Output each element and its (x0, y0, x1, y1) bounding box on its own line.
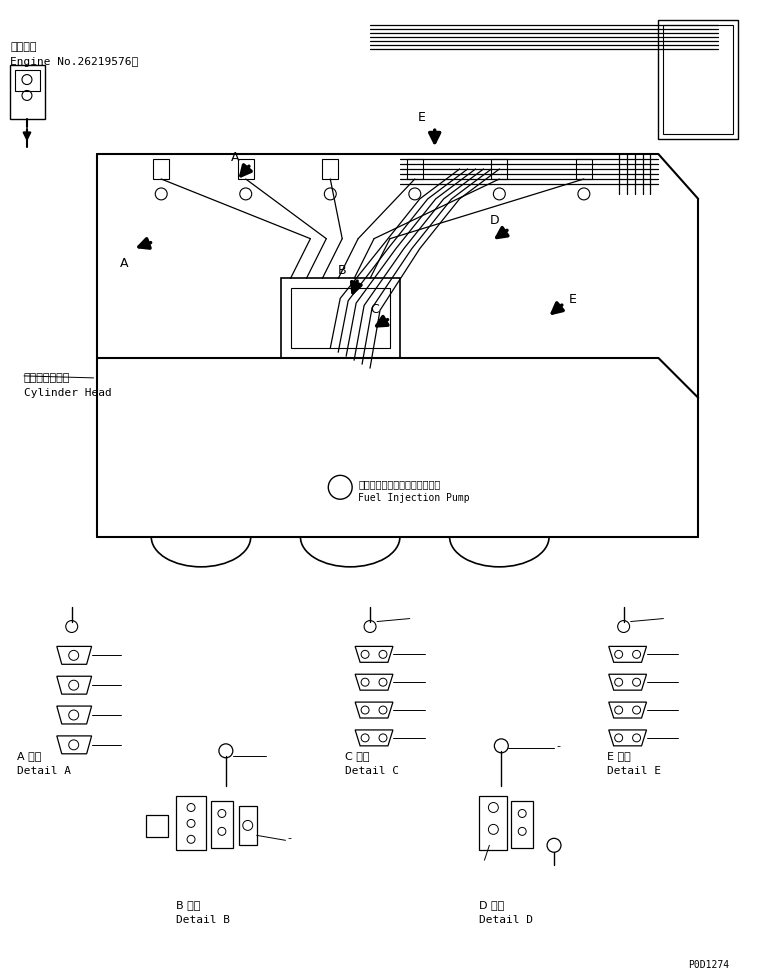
Text: C: C (370, 303, 379, 317)
Text: 適用号機: 適用号機 (10, 42, 37, 51)
Text: Fuel Injection Pump: Fuel Injection Pump (358, 493, 470, 503)
Bar (239, 806, 256, 846)
Text: Detail A: Detail A (17, 766, 71, 776)
Text: フェルインジェクションポンプ: フェルインジェクションポンプ (358, 480, 441, 489)
Bar (291, 288, 390, 348)
Bar (658, 19, 738, 139)
Bar (281, 279, 400, 358)
Bar (211, 800, 233, 849)
Text: E: E (569, 293, 577, 307)
Bar (479, 795, 508, 851)
Text: Detail E: Detail E (607, 766, 661, 776)
Bar (323, 159, 338, 179)
Text: A: A (231, 151, 239, 164)
Text: E: E (418, 112, 425, 124)
Text: Detail C: Detail C (345, 766, 400, 776)
Text: -: - (556, 741, 560, 751)
Text: A 詳細: A 詳細 (17, 751, 41, 761)
Bar (664, 25, 733, 134)
Text: B: B (338, 263, 347, 277)
Text: D: D (489, 214, 499, 227)
Text: Cylinder Head: Cylinder Head (24, 387, 112, 398)
Text: -: - (288, 833, 291, 844)
Text: E 詳細: E 詳細 (607, 751, 631, 761)
Text: B 詳細: B 詳細 (176, 900, 200, 910)
Text: D 詳細: D 詳細 (479, 900, 505, 910)
Bar (407, 159, 423, 179)
Bar (576, 159, 592, 179)
Bar (511, 800, 533, 849)
Bar (15, 70, 40, 91)
Text: A: A (119, 256, 128, 270)
Bar (492, 159, 508, 179)
Text: Detail B: Detail B (176, 915, 230, 925)
Text: Engine No.26219576～: Engine No.26219576～ (10, 56, 139, 67)
Bar (146, 816, 168, 837)
Text: C 詳細: C 詳細 (345, 751, 370, 761)
Text: P0D1274: P0D1274 (688, 959, 729, 970)
Bar (153, 159, 169, 179)
Bar (10, 65, 45, 119)
Text: Detail D: Detail D (479, 915, 533, 925)
Bar (176, 795, 206, 851)
Bar (237, 159, 253, 179)
Text: シリンダヘッド: シリンダヘッド (24, 373, 70, 383)
